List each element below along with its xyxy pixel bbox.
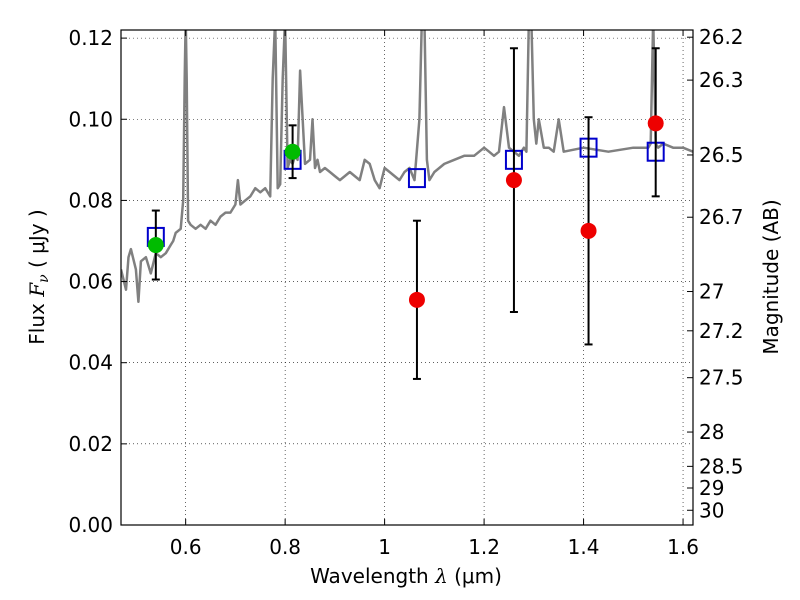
observed-data-point [408, 291, 425, 308]
y-tick-label: 0.10 [68, 107, 113, 131]
observed-data-point [580, 222, 597, 239]
spectrum-layer [121, 30, 693, 304]
x-tick-label: 1.4 [568, 535, 600, 559]
magnitude-tick-label: 27.2 [699, 319, 744, 343]
x-ticks: 0.6 0.8 1 1.2 1.4 1.6 [170, 30, 699, 559]
magnitude-tick-label: 28 [699, 420, 724, 444]
x-tick-label: 1.6 [667, 535, 699, 559]
y-axis-label: Flux Fν ( μJy ) [25, 209, 52, 344]
magnitude-tick-label: 27 [699, 280, 724, 304]
y-tick-label: 0.04 [68, 351, 113, 375]
plot-frame [120, 29, 694, 526]
magnitude-tick-label: 27.5 [699, 366, 744, 390]
y-tick-label: 0.12 [68, 26, 113, 50]
grid-lines [121, 30, 693, 525]
x-tick-label: 1 [378, 535, 391, 559]
model-spectrum-line [121, 30, 693, 304]
magnitude-tick-label: 28.5 [699, 454, 744, 478]
x-tick-label: 1.2 [468, 535, 500, 559]
magnitude-tick-label: 26.3 [699, 68, 744, 92]
y-axis-right-label: Magnitude (AB) [759, 199, 783, 354]
y-tick-label: 0.08 [68, 188, 113, 212]
y-ticks: 0.00 0.02 0.04 0.06 0.08 0.10 0.12 [68, 26, 127, 537]
magnitude-tick-label: 26.2 [699, 25, 744, 49]
x-tick-label: 0.8 [269, 535, 301, 559]
magnitude-tick-label: 26.7 [699, 205, 744, 229]
magnitude-tick-label: 26.5 [699, 143, 744, 167]
y-tick-label: 0.02 [68, 432, 113, 456]
observed-data-point [505, 172, 522, 189]
observed-data-point [647, 115, 664, 132]
model-photometry-square [407, 168, 426, 189]
x-axis-label: Wavelength λ (μm) [310, 564, 502, 588]
magnitude-tick-label: 30 [699, 498, 724, 522]
y-tick-label: 0.00 [68, 513, 113, 537]
observed-data-point [147, 237, 164, 254]
x-tick-label: 0.6 [170, 535, 202, 559]
observed-data-point [284, 143, 301, 160]
y-tick-label: 0.06 [68, 270, 113, 294]
magnitude-tick-label: 29 [699, 476, 724, 500]
markers-layer [146, 47, 665, 380]
